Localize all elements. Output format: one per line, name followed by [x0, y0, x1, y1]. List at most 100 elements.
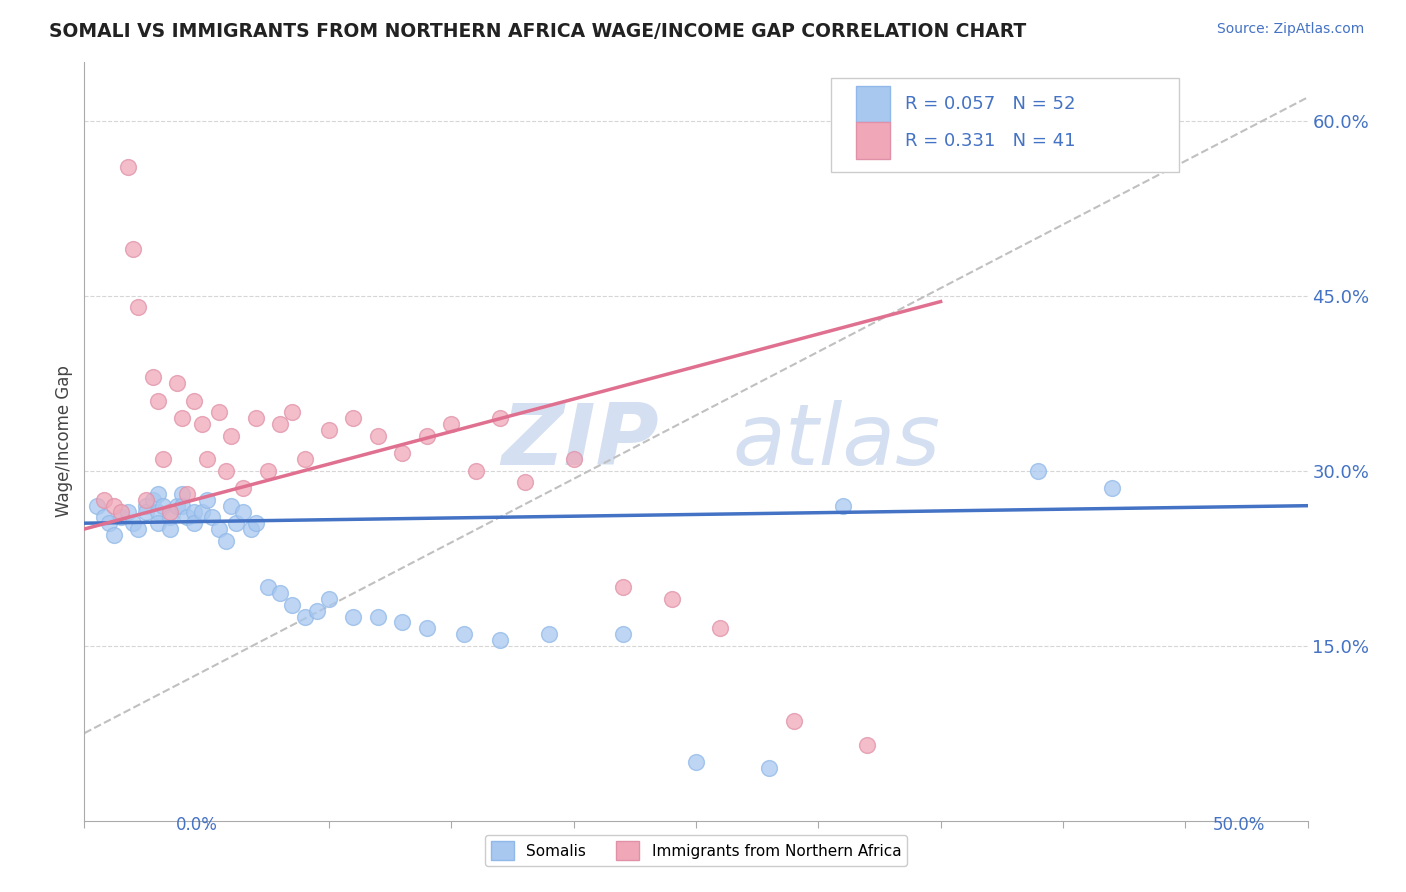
- FancyBboxPatch shape: [831, 78, 1180, 172]
- Point: [86, 499, 108, 513]
- Point: [1101, 481, 1123, 495]
- Point: [103, 528, 125, 542]
- Point: [225, 516, 247, 531]
- Point: [183, 393, 205, 408]
- Point: [305, 604, 328, 618]
- Point: [135, 492, 157, 507]
- Point: [856, 738, 879, 752]
- Text: 0.0%: 0.0%: [176, 816, 218, 834]
- Point: [513, 475, 536, 490]
- Point: [232, 504, 254, 518]
- Point: [257, 580, 280, 594]
- Point: [367, 609, 389, 624]
- Point: [152, 452, 174, 467]
- Point: [142, 492, 165, 507]
- FancyBboxPatch shape: [856, 86, 890, 122]
- Point: [685, 756, 707, 770]
- Point: [142, 370, 165, 384]
- Point: [215, 533, 238, 548]
- Point: [208, 522, 231, 536]
- Point: [117, 504, 139, 518]
- FancyBboxPatch shape: [856, 122, 890, 159]
- Point: [661, 592, 683, 607]
- Point: [245, 516, 267, 531]
- Point: [191, 417, 214, 431]
- Point: [200, 510, 222, 524]
- Point: [195, 492, 218, 507]
- Point: [612, 627, 634, 641]
- Point: [269, 417, 291, 431]
- Point: [257, 464, 280, 478]
- Point: [281, 405, 304, 419]
- Point: [342, 411, 364, 425]
- Point: [122, 516, 145, 531]
- Point: [245, 411, 267, 425]
- Point: [93, 492, 115, 507]
- Point: [783, 714, 806, 729]
- Legend: Somalis, Immigrants from Northern Africa: Somalis, Immigrants from Northern Africa: [485, 835, 907, 866]
- Point: [110, 504, 132, 518]
- Point: [172, 499, 194, 513]
- Point: [146, 393, 169, 408]
- Point: [166, 499, 188, 513]
- Text: R = 0.057   N = 52: R = 0.057 N = 52: [905, 95, 1076, 113]
- Point: [219, 499, 242, 513]
- Text: Source: ZipAtlas.com: Source: ZipAtlas.com: [1216, 22, 1364, 37]
- Point: [232, 481, 254, 495]
- Point: [117, 161, 139, 175]
- Point: [146, 504, 169, 518]
- Point: [159, 504, 181, 518]
- Point: [464, 464, 486, 478]
- Point: [342, 609, 364, 624]
- Point: [391, 615, 413, 630]
- Point: [367, 428, 389, 442]
- Point: [93, 510, 115, 524]
- Point: [758, 761, 780, 775]
- Point: [318, 423, 340, 437]
- Point: [453, 627, 475, 641]
- Text: ZIP: ZIP: [502, 400, 659, 483]
- Point: [440, 417, 463, 431]
- Point: [1028, 464, 1050, 478]
- Point: [172, 487, 194, 501]
- Point: [709, 621, 731, 635]
- Point: [208, 405, 231, 419]
- Point: [562, 452, 585, 467]
- Point: [135, 499, 157, 513]
- Point: [215, 464, 238, 478]
- Point: [191, 504, 214, 518]
- Text: atlas: atlas: [733, 400, 941, 483]
- Point: [416, 428, 439, 442]
- Point: [239, 522, 262, 536]
- Point: [391, 446, 413, 460]
- Point: [294, 452, 316, 467]
- Point: [318, 592, 340, 607]
- Point: [195, 452, 218, 467]
- Y-axis label: Wage/Income Gap: Wage/Income Gap: [55, 366, 73, 517]
- Point: [159, 522, 181, 536]
- Point: [294, 609, 316, 624]
- Point: [122, 242, 145, 256]
- Point: [103, 499, 125, 513]
- Point: [489, 411, 512, 425]
- Point: [831, 499, 853, 513]
- Point: [269, 586, 291, 600]
- Point: [135, 504, 157, 518]
- Point: [176, 510, 198, 524]
- Point: [159, 510, 181, 524]
- Point: [127, 301, 149, 315]
- Point: [183, 504, 205, 518]
- Point: [110, 510, 132, 524]
- Point: [538, 627, 561, 641]
- Text: 50.0%: 50.0%: [1213, 816, 1265, 834]
- Text: SOMALI VS IMMIGRANTS FROM NORTHERN AFRICA WAGE/INCOME GAP CORRELATION CHART: SOMALI VS IMMIGRANTS FROM NORTHERN AFRIC…: [49, 22, 1026, 41]
- Point: [612, 580, 634, 594]
- Point: [166, 376, 188, 391]
- Point: [146, 487, 169, 501]
- Point: [281, 598, 304, 612]
- Point: [219, 428, 242, 442]
- Point: [416, 621, 439, 635]
- Point: [489, 632, 512, 647]
- Point: [172, 411, 194, 425]
- Point: [183, 516, 205, 531]
